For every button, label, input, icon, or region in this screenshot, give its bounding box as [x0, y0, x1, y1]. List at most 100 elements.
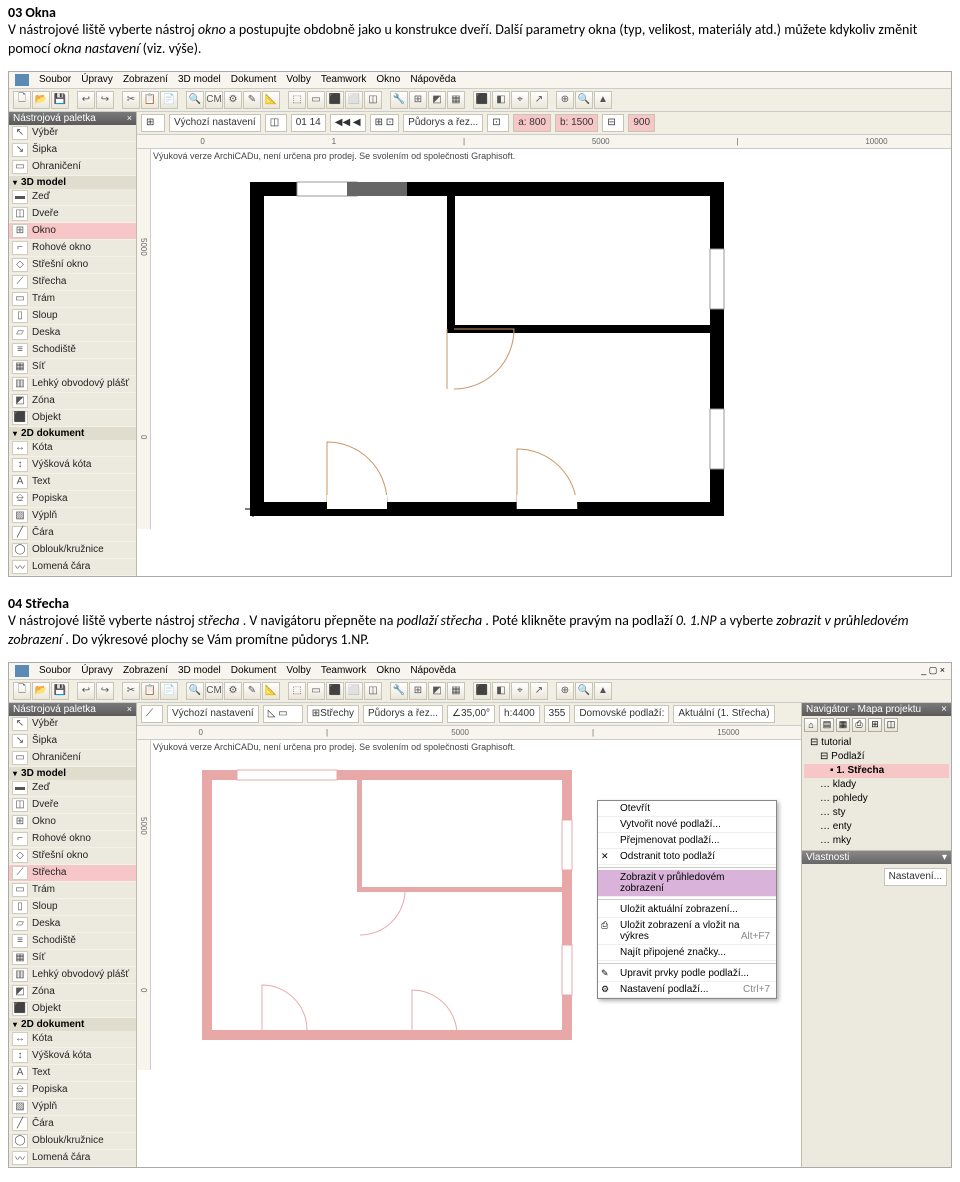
nav-btn-5[interactable]: ⊞: [868, 718, 882, 732]
menu2-napoveda[interactable]: Nápověda: [410, 665, 456, 677]
t2-zed[interactable]: ▬Zeď: [9, 780, 136, 797]
tool-stresni[interactable]: ◇Střešní okno: [9, 257, 136, 274]
t2-stresni[interactable]: ◇Střešní okno: [9, 848, 136, 865]
menu2-zobrazeni[interactable]: Zobrazení: [123, 665, 168, 677]
t2-objekt[interactable]: ⬛Objekt: [9, 1001, 136, 1018]
menu-volby[interactable]: Volby: [286, 74, 310, 86]
nav-btn-2[interactable]: ▤: [820, 718, 834, 732]
menu-dokument[interactable]: Dokument: [231, 74, 277, 86]
tree-pohledy[interactable]: … pohledy: [804, 792, 949, 806]
tree-enty[interactable]: … enty: [804, 820, 949, 834]
tool-vyber[interactable]: ↖Výběr: [9, 125, 136, 142]
tb2-19[interactable]: ⊞: [409, 682, 427, 700]
ctx-open[interactable]: Otevřít: [598, 801, 776, 817]
t2-cara[interactable]: ╱Čára: [9, 1116, 136, 1133]
tb-zoom[interactable]: 🔍: [186, 91, 204, 109]
props-toggle-icon[interactable]: ▾: [942, 852, 947, 863]
t2-dvere[interactable]: ◫Dveře: [9, 797, 136, 814]
menu2-okno[interactable]: Okno: [376, 665, 400, 677]
tb-btn26[interactable]: ⊕: [556, 91, 574, 109]
tb2-12[interactable]: 📐: [262, 682, 280, 700]
ctx-find[interactable]: Najít připojené značky...: [598, 945, 776, 961]
tb-pen[interactable]: ✎: [243, 91, 261, 109]
nav-close-icon[interactable]: ×: [941, 704, 947, 715]
tb2-17[interactable]: ◫: [364, 682, 382, 700]
tb-trace[interactable]: 📐: [262, 91, 280, 109]
t2-tram[interactable]: ▭Trám: [9, 882, 136, 899]
tb2-4[interactable]: ↪: [96, 682, 114, 700]
menu-zobrazeni[interactable]: Zobrazení: [123, 74, 168, 86]
ctx-delete[interactable]: ✕Odstranit toto podlaží: [598, 849, 776, 865]
ctx-show-trace[interactable]: Zobrazit v průhledovém zobrazení: [598, 870, 776, 897]
palette-close-icon[interactable]: ×: [127, 113, 132, 123]
t2-oblouk[interactable]: ◯Oblouk/kružnice: [9, 1133, 136, 1150]
tb-btn28[interactable]: ▲: [594, 91, 612, 109]
info-width[interactable]: a: 800: [513, 114, 551, 132]
tb2-28[interactable]: ▲: [594, 682, 612, 700]
tool-zed[interactable]: ▬Zeď: [9, 189, 136, 206]
t2-ohraniceni[interactable]: ▭Ohraničení: [9, 750, 136, 767]
menu2-teamwork[interactable]: Teamwork: [321, 665, 367, 677]
menu2-soubor[interactable]: Soubor: [39, 665, 71, 677]
t2-vyber[interactable]: ↖Výběr: [9, 716, 136, 733]
t2-text[interactable]: AText: [9, 1065, 136, 1082]
info-view[interactable]: Půdorys a řez...: [403, 114, 483, 132]
tool-schodiste[interactable]: ≡Schodiště: [9, 342, 136, 359]
menu-okno[interactable]: Okno: [376, 74, 400, 86]
tree-mky[interactable]: … mky: [804, 834, 949, 848]
tool-objekt[interactable]: ⬛Objekt: [9, 410, 136, 427]
t2-sloup[interactable]: ▯Sloup: [9, 899, 136, 916]
tb-btn14[interactable]: ▭: [307, 91, 325, 109]
tool-sipka[interactable]: ↘Šipka: [9, 142, 136, 159]
group-2d[interactable]: 2D dokument: [9, 427, 136, 440]
tb2-26[interactable]: ⊕: [556, 682, 574, 700]
info-height[interactable]: b: 1500: [555, 114, 598, 132]
t2-vypln[interactable]: ▨Výplň: [9, 1099, 136, 1116]
tb2-20[interactable]: ◩: [428, 682, 446, 700]
tb2-22[interactable]: ⬛: [473, 682, 491, 700]
menu-teamwork[interactable]: Teamwork: [321, 74, 367, 86]
info2-default[interactable]: Výchozí nastavení: [167, 705, 259, 723]
menu2-3dmodel[interactable]: 3D model: [178, 665, 221, 677]
tool-sit[interactable]: ▦Síť: [9, 359, 136, 376]
tb2-25[interactable]: ↗: [530, 682, 548, 700]
tool-vypln[interactable]: ▨Výplň: [9, 508, 136, 525]
t2-rohove[interactable]: ⌐Rohové okno: [9, 831, 136, 848]
group-3d[interactable]: 3D model: [9, 176, 136, 189]
tb-copy[interactable]: 📋: [141, 91, 159, 109]
menu2-dokument[interactable]: Dokument: [231, 665, 277, 677]
tool-lehky[interactable]: ▥Lehký obvodový plášť: [9, 376, 136, 393]
menu-napoveda[interactable]: Nápověda: [410, 74, 456, 86]
tb2-6[interactable]: 📋: [141, 682, 159, 700]
tree-sty[interactable]: … sty: [804, 806, 949, 820]
tb-paste[interactable]: 📄: [160, 91, 178, 109]
info2-roof-icon[interactable]: ⟋: [141, 705, 163, 723]
tool-lomena[interactable]: 〰Lomená čára: [9, 559, 136, 576]
tb-btn25[interactable]: ↗: [530, 91, 548, 109]
info2-thk[interactable]: 355: [544, 705, 571, 723]
tool-tram[interactable]: ▭Trám: [9, 291, 136, 308]
info2-floor[interactable]: Aktuální (1. Střecha): [673, 705, 774, 723]
tb2-5[interactable]: ✂: [122, 682, 140, 700]
info-extra[interactable]: ⊞ ⊡: [370, 114, 400, 132]
ctx-save-view[interactable]: Uložit aktuální zobrazení...: [598, 902, 776, 918]
tb2-2[interactable]: 💾: [51, 682, 69, 700]
tree-podlazi[interactable]: ⊟ Podlaží: [804, 750, 949, 764]
tb2-16[interactable]: ⬜: [345, 682, 363, 700]
t2-sit[interactable]: ▦Síť: [9, 950, 136, 967]
tb2-10[interactable]: ⚙: [224, 682, 242, 700]
tb-btn19[interactable]: ⊞: [409, 91, 427, 109]
tb2-1[interactable]: 📂: [32, 682, 50, 700]
tb-btn24[interactable]: ⌖: [511, 91, 529, 109]
nav-btn-6[interactable]: ◫: [884, 718, 898, 732]
ctx-settings[interactable]: ⚙Nastavení podlaží...Ctrl+7: [598, 982, 776, 998]
tb-btn22[interactable]: ⬛: [473, 91, 491, 109]
tool-popiska[interactable]: ⎒Popiska: [9, 491, 136, 508]
info-anchor-icon[interactable]: ⊟: [602, 114, 624, 132]
info2-view[interactable]: Půdorys a řez...: [363, 705, 443, 723]
t2-sipka[interactable]: ↘Šipka: [9, 733, 136, 750]
tool-okno[interactable]: ⊞Okno: [9, 223, 136, 240]
menu-upravy[interactable]: Úpravy: [81, 74, 113, 86]
tb-cut[interactable]: ✂: [122, 91, 140, 109]
t2-deska[interactable]: ▱Deska: [9, 916, 136, 933]
